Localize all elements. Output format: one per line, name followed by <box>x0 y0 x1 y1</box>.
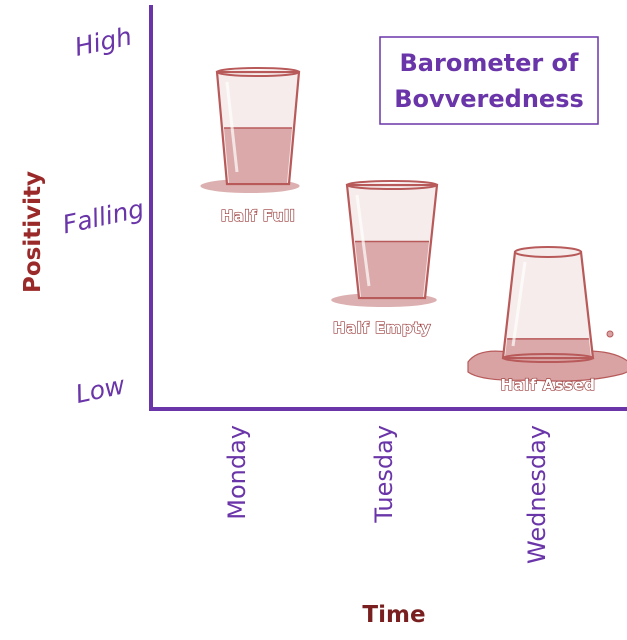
y-axis-title: Positivity <box>20 171 46 293</box>
x-tick-label-wednesday: Wednesday <box>523 425 551 564</box>
glass-half-full-icon <box>215 67 301 186</box>
y-tick-label-high: High <box>72 22 134 62</box>
data-point-half-assed: Half Assed <box>467 246 627 395</box>
data-point-half-full: Half Full <box>200 67 301 226</box>
x-tick-label-tuesday: Tuesday <box>370 425 398 524</box>
chart-title-line-2: Bovveredness <box>394 85 584 113</box>
droplet-icon <box>606 330 614 338</box>
x-axis-title: Time <box>362 602 425 628</box>
point-label: Half Empty <box>333 319 431 337</box>
y-tick-label-falling: Falling <box>60 194 146 239</box>
data-points: Half Full Half Empty Half Assed <box>200 67 627 395</box>
glass-half-empty-icon <box>345 180 439 300</box>
y-tick-label-low: Low <box>73 370 128 409</box>
chart-title-line-1: Barometer of <box>400 49 580 77</box>
x-tick-label-monday: Monday <box>223 425 251 520</box>
y-tick-labels: High Falling Low <box>60 22 146 410</box>
x-tick-labels: Monday Tuesday Wednesday <box>223 425 551 564</box>
point-label: Half Full <box>221 207 296 225</box>
glass-upside-down-icon <box>501 246 595 363</box>
point-label: Half Assed <box>501 376 596 394</box>
data-point-half-empty: Half Empty <box>331 180 439 338</box>
title-box: Barometer of Bovveredness <box>379 36 599 125</box>
